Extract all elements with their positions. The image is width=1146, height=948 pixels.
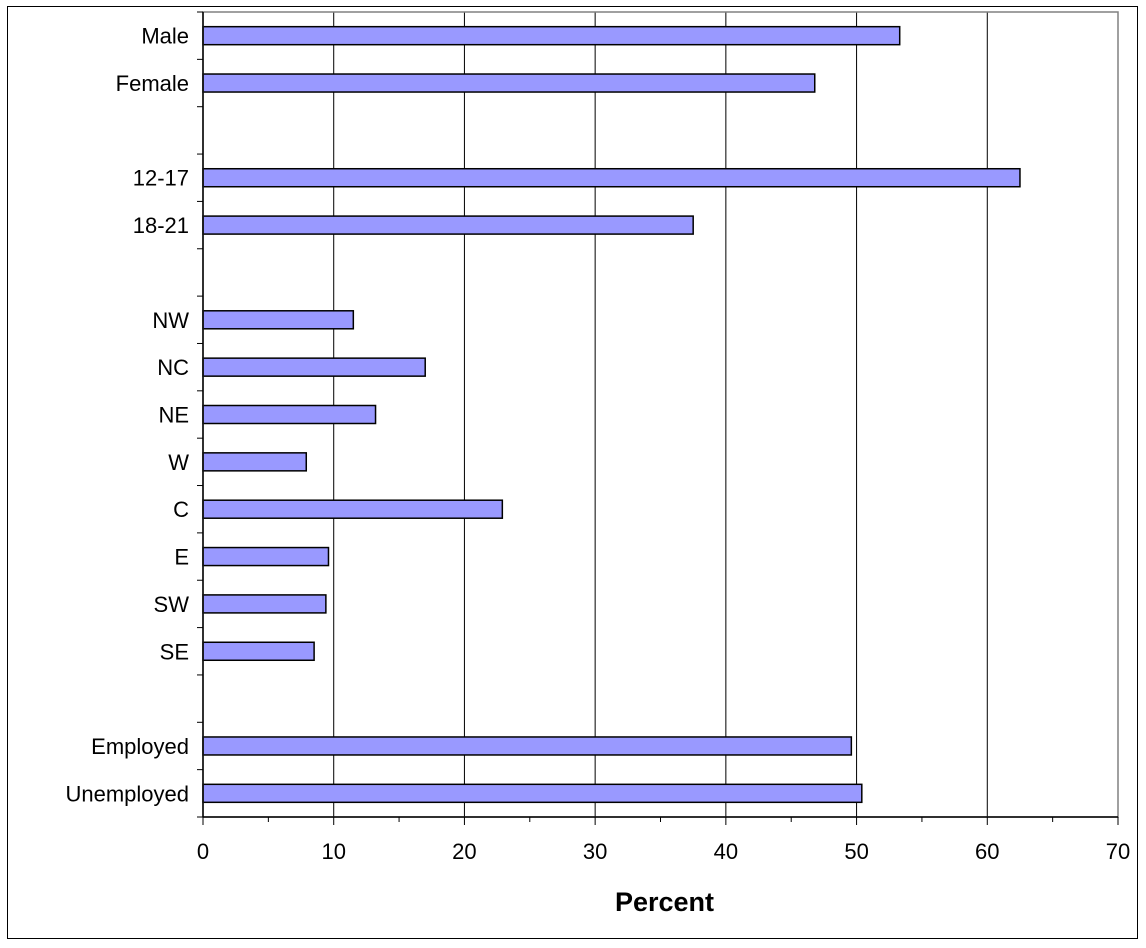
x-tick-label: 60 (975, 839, 999, 864)
bar (202, 546, 330, 567)
bar (202, 167, 1021, 188)
bar (202, 641, 315, 662)
category-label: 12-17 (133, 166, 189, 191)
category-label: NW (152, 308, 189, 333)
bar (202, 25, 901, 46)
x-tick-label: 10 (321, 839, 345, 864)
category-label: Employed (91, 734, 189, 759)
x-tick-label: 50 (844, 839, 868, 864)
gridlines (333, 12, 988, 817)
bar (202, 310, 355, 330)
x-axis-title: Percent (615, 887, 714, 917)
bar (202, 404, 377, 425)
bar (202, 499, 504, 519)
category-label: Male (141, 24, 189, 49)
bar (202, 73, 816, 93)
category-label: E (174, 545, 189, 570)
bar (202, 783, 863, 804)
bar (202, 736, 853, 756)
bars (202, 25, 1021, 804)
chart-frame: 0 10 20 30 40 50 60 70 Male Female 12-17 18-21 NW NC… (7, 6, 1138, 939)
category-labels: Male Female 12-17 18-21 NW NC NE WCE SW SE Employe… (65, 24, 189, 807)
category-label: Female (116, 71, 189, 96)
category-label: W (168, 450, 189, 475)
category-label: SE (160, 639, 189, 664)
x-tick-label: 40 (714, 839, 738, 864)
category-label: NE (158, 403, 189, 428)
x-tick-label: 20 (452, 839, 476, 864)
bar (202, 594, 327, 614)
category-label: Unemployed (65, 781, 189, 806)
x-tick-label: 30 (583, 839, 607, 864)
bar-chart: 0 10 20 30 40 50 60 70 Male Female 12-17 18-21 NW NC… (65, 11, 1130, 917)
category-label: C (173, 497, 189, 522)
category-label: NC (157, 355, 189, 380)
category-label: 18-21 (133, 213, 189, 238)
x-tick-label: 70 (1106, 839, 1130, 864)
bar (202, 452, 308, 472)
category-label: SW (154, 592, 190, 617)
x-tick-label: 0 (197, 839, 209, 864)
axes (197, 11, 1119, 825)
bar (202, 215, 694, 235)
bar (202, 357, 426, 377)
x-tick-labels: 0 10 20 30 40 50 60 70 (197, 839, 1130, 864)
